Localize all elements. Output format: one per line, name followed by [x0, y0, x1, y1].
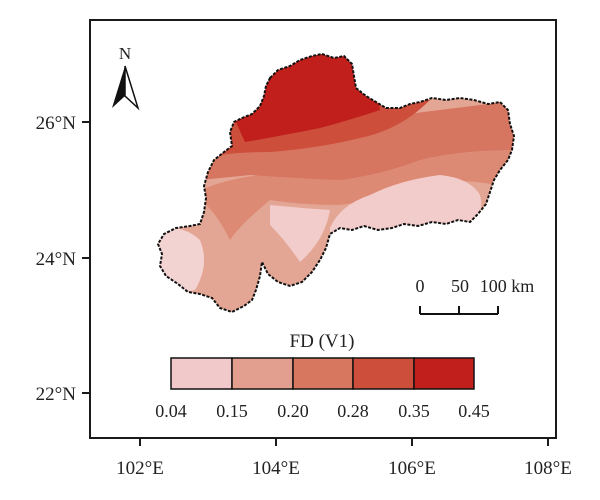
legend-swatch — [413, 357, 475, 390]
legend-swatch — [352, 357, 415, 390]
legend-title: FD (V1) — [290, 331, 355, 352]
scale-label-50: 50 — [451, 276, 469, 296]
x-tick-label: 106°E — [388, 458, 436, 479]
x-tick-label: 102°E — [116, 458, 164, 479]
legend-break-label: 0.35 — [398, 401, 430, 421]
y-tick-label: 22°N — [36, 384, 77, 405]
y-tick-label: 24°N — [36, 249, 77, 270]
north-arrow-left-half — [112, 66, 125, 108]
scale-bar: 0 50 100 km — [416, 276, 535, 315]
north-label: N — [119, 44, 131, 63]
legend-break-label: 0.20 — [277, 401, 309, 421]
legend: FD (V1) 0.04 0.15 0.20 0.28 0.35 0.45 — [155, 331, 490, 421]
x-axis-ticks — [139, 438, 549, 446]
fd-zone-015-mid — [270, 205, 330, 262]
fd-zone-028 — [200, 100, 514, 180]
legend-swatch — [170, 357, 233, 390]
legend-break-label: 0.28 — [337, 401, 369, 421]
legend-swatch — [292, 357, 354, 390]
x-tick-label: 104°E — [252, 458, 300, 479]
y-tick-label: 26°N — [36, 113, 77, 134]
scale-label-0: 0 — [416, 276, 425, 296]
legend-break-label: 0.15 — [216, 401, 248, 421]
scale-label-100km: 100 km — [480, 276, 535, 296]
legend-break-label: 0.45 — [458, 401, 490, 421]
legend-break-label: 0.04 — [155, 401, 187, 421]
fd-zone-020 — [200, 150, 514, 240]
north-arrow: N — [112, 44, 140, 111]
x-tick-label: 108°E — [524, 458, 572, 479]
legend-swatch — [231, 357, 294, 390]
y-axis-ticks — [82, 121, 90, 394]
north-arrow-right-half — [124, 65, 140, 111]
